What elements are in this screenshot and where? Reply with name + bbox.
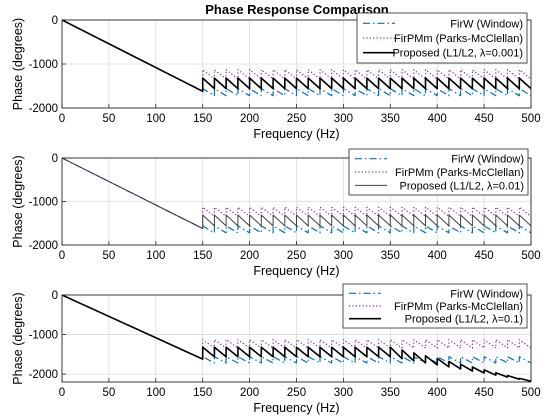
x-tick-label: 100 xyxy=(146,387,165,399)
subplots: 0 50 100 150 200 250 300 350 400 450 500-2000-1000… xyxy=(11,12,541,415)
series-line-1 xyxy=(62,158,531,234)
y-tick-label: 0 xyxy=(52,15,58,27)
x-tick-label: 150 xyxy=(193,113,212,125)
legend-label-3: Proposed (L1/L2, λ=0.1) xyxy=(405,314,523,326)
x-tick-label: 400 xyxy=(428,387,447,399)
x-tick-label: 450 xyxy=(475,113,494,125)
y-tick-label: 0 xyxy=(52,153,58,165)
series-line-3 xyxy=(62,295,531,382)
y-tick-label: -1000 xyxy=(29,59,58,71)
x-tick-label: 250 xyxy=(287,387,306,399)
x-tick-label: 400 xyxy=(428,250,447,262)
series-line-2 xyxy=(62,295,531,360)
subplot-2: 0 50 100 150 200 250 300 350 400 450 500 -2000 -1000… xyxy=(11,148,541,278)
y-tick-label: -2000 xyxy=(29,369,58,381)
legend-label-2: FirPMm (Parks-McClellan) xyxy=(395,167,524,179)
series-line-1 xyxy=(62,20,531,97)
x-tick-label: 200 xyxy=(240,387,259,399)
x-tick-label: 100 xyxy=(146,113,165,125)
series-group xyxy=(62,20,531,97)
x-tick-label: 150 xyxy=(193,250,212,262)
x-tick-label: 450 xyxy=(475,250,494,262)
y-tick-label: -2000 xyxy=(29,240,58,252)
x-tick-label: 300 xyxy=(334,387,353,399)
x-axis-label: Frequency (Hz) xyxy=(253,127,339,141)
x-tick-label: 350 xyxy=(381,250,400,262)
legend-box xyxy=(356,12,528,64)
legend: FirW (Window) FirPMm (Parks-McClellan) Pro… xyxy=(356,12,528,64)
x-tick-label: 250 xyxy=(287,113,306,125)
subplot-1: 0 50 100 150 200 250 300 350 400 450 500 -2000 -1000… xyxy=(11,12,541,141)
x-tick-label: 300 xyxy=(334,250,353,262)
subplot-3: 0 50 100 150 200 250 300 350 400 450 500 -2000 -1000… xyxy=(11,283,541,415)
x-tick-label: 50 xyxy=(103,250,116,262)
series-line-3 xyxy=(62,158,531,229)
x-tick-label: 500 xyxy=(521,250,540,262)
y-tick-label: -1000 xyxy=(29,197,58,209)
x-tick-label: 450 xyxy=(475,387,494,399)
legend-label-3: Proposed (L1/L2, λ=0.001) xyxy=(392,48,523,60)
y-tick-label: -2000 xyxy=(29,103,58,115)
x-tick-label: 200 xyxy=(240,250,259,262)
x-tick-label: 200 xyxy=(240,113,259,125)
legend-label-3: Proposed (L1/L2, λ=0.01) xyxy=(400,180,524,192)
figure-title: Phase Response Comparison xyxy=(205,2,389,17)
legend-label-1: FirW (Window) xyxy=(451,154,524,166)
x-tick-label: 50 xyxy=(103,387,116,399)
y-axis-label: Phase (degrees) xyxy=(11,18,25,110)
y-tick-label: -1000 xyxy=(29,330,58,342)
y-axis-label: Phase (degrees) xyxy=(11,292,25,384)
series-line-1 xyxy=(62,295,531,364)
y-axis-label: Phase (degrees) xyxy=(11,155,25,247)
series-group xyxy=(62,158,531,234)
x-tick-label: 250 xyxy=(287,250,306,262)
series-line-3 xyxy=(62,20,531,93)
x-tick-label: 0 xyxy=(59,387,65,399)
x-axis-label: Frequency (Hz) xyxy=(253,264,339,278)
legend-label-2: FirPMm (Parks-McClellan) xyxy=(394,33,523,45)
legend: FirW (Window)FirPMm (Parks-McClellan)Pro… xyxy=(342,283,528,329)
x-tick-label: 100 xyxy=(146,250,165,262)
series-line-2 xyxy=(62,158,531,230)
x-tick-label: 150 xyxy=(193,387,212,399)
x-tick-label: 300 xyxy=(334,113,353,125)
y-tick-label: 0 xyxy=(52,290,58,302)
x-tick-label: 500 xyxy=(521,113,540,125)
x-tick-label: 500 xyxy=(521,387,540,399)
series-group xyxy=(62,295,531,382)
legend: FirW (Window)FirPMm (Parks-McClellan)Pro… xyxy=(348,148,529,196)
legend-label-1: FirW (Window) xyxy=(450,18,523,30)
legend-label-2: FirPMm (Parks-McClellan) xyxy=(394,301,523,313)
x-axis-label: Frequency (Hz) xyxy=(253,401,339,415)
x-tick-label: 0 xyxy=(59,113,65,125)
x-tick-label: 350 xyxy=(381,113,400,125)
legend-label-1: FirW (Window) xyxy=(450,288,523,300)
x-tick-label: 400 xyxy=(428,113,447,125)
x-tick-label: 350 xyxy=(381,387,400,399)
x-tick-label: 50 xyxy=(103,113,116,125)
x-tick-label: 0 xyxy=(59,250,65,262)
